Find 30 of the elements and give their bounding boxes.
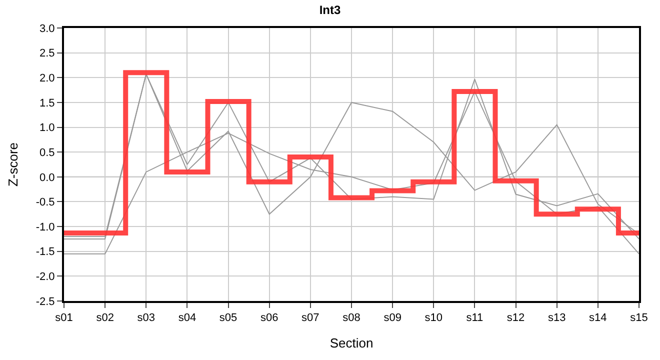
y-tick-label: 0.5 [40, 146, 55, 159]
x-tick-label: s08 [342, 312, 360, 324]
chart-title: Int3 [319, 2, 341, 17]
y-axis-title: Z-score [5, 142, 20, 187]
x-axis-title: Section [330, 335, 374, 350]
x-tick-label: s10 [424, 312, 443, 324]
x-tick-label: s02 [96, 312, 114, 324]
x-tick-label: s12 [506, 312, 525, 324]
y-tick-label: 1.0 [40, 122, 55, 134]
y-tick-label: -1.5 [36, 246, 55, 258]
y-tick-label: 1.5 [40, 97, 55, 110]
y-tick-label: -1.0 [36, 221, 55, 234]
x-tick-label: s07 [302, 312, 320, 324]
x-tick-label: s01 [55, 312, 73, 324]
y-tick-label: -0.5 [36, 196, 55, 209]
x-tick-label: s05 [219, 312, 238, 324]
x-tick-label: s06 [260, 312, 278, 324]
x-tick-label: s14 [589, 312, 607, 324]
y-tick-label: 3.0 [40, 22, 55, 35]
y-tick-label: 2.0 [40, 72, 55, 84]
x-tick-label: s09 [384, 312, 402, 324]
x-tick-label: s03 [137, 312, 156, 324]
y-tick-label: -2.0 [36, 271, 55, 284]
y-tick-label: 0.0 [40, 172, 55, 184]
y-tick-label: 2.5 [40, 48, 55, 60]
x-tick-label: s04 [178, 312, 196, 324]
x-tick-label: s15 [630, 312, 648, 324]
x-tick-label: s13 [548, 312, 566, 324]
x-tick-label: s11 [466, 312, 484, 324]
y-tick-label: -2.5 [36, 296, 55, 308]
